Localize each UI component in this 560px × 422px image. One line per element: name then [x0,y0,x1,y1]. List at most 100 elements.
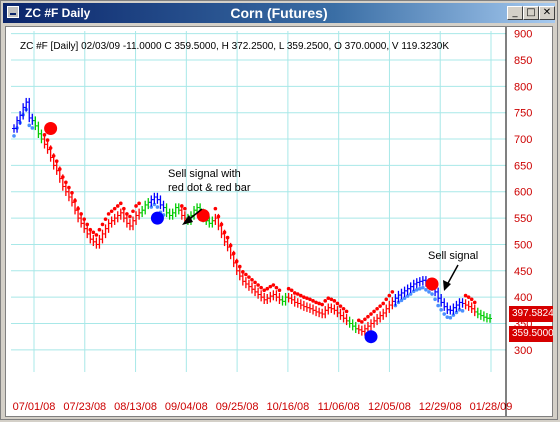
stop-dot [399,298,404,303]
x-tick-label: 10/16/08 [266,401,309,413]
stop-dot [106,212,111,216]
stop-dot [103,217,108,221]
chart-area[interactable]: 300 350 400 450 500 550 600 650 700 750 800 850 900 0… [5,26,553,417]
stop-dot [424,287,428,292]
stop-dot [314,300,318,305]
y-tick-label: 850 [514,55,532,67]
stop-dot [259,285,263,290]
stop-dot [320,302,324,307]
stop-dot [250,277,254,282]
y-tick-label: 300 [514,345,532,357]
stop-dot [42,133,47,137]
quote-info-line: ZC #F [Daily] 02/03/09 -11.0000 C 359.50… [20,41,450,52]
title-bar[interactable]: ZC #F Daily Corn (Futures) _ □ ✕ [3,3,555,23]
stop-dot [418,286,422,291]
stop-dot [299,293,303,298]
stop-dot [387,293,392,298]
stop-dot [466,295,471,299]
annotation-arrowhead-2 [443,280,451,291]
stop-dot [341,306,346,311]
stop-dot [375,306,379,311]
stop-dot [326,296,331,301]
y-tick-label: 700 [514,134,532,146]
stop-dot [439,308,443,312]
stop-dot [45,138,50,142]
stop-dot [152,202,157,207]
stop-dot [91,230,96,235]
stop-dot [448,315,453,320]
annotation-sell-signal: Sell signal [428,250,479,262]
x-tick-label: 07/01/08 [13,401,56,413]
stop-dot [460,309,465,313]
stop-dot [112,206,117,211]
price-tag-lower: 359.5000 [509,326,553,342]
stop-dot [305,296,309,301]
stop-dot [149,205,154,209]
stop-dot [317,301,321,306]
stop-dot [323,299,328,303]
minimize-button[interactable]: _ [507,6,523,20]
stop-dot [286,286,291,291]
stop-dot [109,209,114,214]
stop-dot [244,272,248,277]
x-tick-label: 11/06/08 [318,401,360,413]
close-button[interactable]: ✕ [539,6,555,20]
stop-dot [384,297,389,302]
x-tick-label: 12/29/08 [419,401,462,413]
price-chart[interactable]: 3003504004505005506006507007508008509000… [6,27,552,416]
stop-dot [360,320,364,324]
stop-dot [427,290,431,294]
maximize-button[interactable]: □ [523,6,539,20]
y-tick-label: 750 [514,108,532,120]
buy-signal-dot [364,330,378,344]
stop-dot [393,303,398,308]
stop-dot [274,285,279,290]
stop-dot [433,297,437,302]
stop-dot [451,313,456,317]
x-tick-label: 07/23/08 [63,401,106,413]
stop-dot [311,299,315,303]
stop-dot [213,206,218,211]
stop-dot [411,289,416,294]
stop-dot [402,296,407,301]
stop-dot [12,134,16,138]
stop-dot [442,312,447,316]
stop-dot [308,297,312,302]
window-tab-label: ZC #F Daily [25,6,91,20]
stop-dot [27,123,32,128]
stop-dot [295,292,300,296]
stop-dot [344,309,349,314]
stop-dot [256,283,260,287]
x-tick-label: 12/05/08 [368,401,411,413]
stop-dot [381,301,386,306]
stop-dot [134,204,138,208]
y-tick-label: 500 [514,239,532,251]
y-tick-label: 600 [514,187,532,199]
stop-dot [289,288,294,293]
stop-dot [372,309,376,314]
y-tick-label: 550 [514,213,532,225]
stop-dot [363,317,367,322]
x-tick-label: 08/13/08 [114,401,157,413]
sell-signal-dot [44,122,58,136]
stop-dot [457,308,462,312]
y-tick-label: 900 [514,29,532,41]
stop-dot [247,275,251,279]
stop-dot [369,312,373,316]
stop-dot [268,284,273,289]
annotation-arrowhead-1 [182,215,193,225]
stop-dot [338,304,343,308]
stop-dot [118,201,123,206]
annotation-arrow-2 [446,264,459,286]
stop-dot [155,205,160,209]
stop-dot [469,297,474,302]
stop-dot [405,294,410,298]
stop-dot [335,301,340,306]
stop-dot [271,283,276,287]
annotation-line-1: Sell signal with [168,168,241,180]
stop-dot [94,233,99,237]
y-tick-label: 650 [514,160,532,172]
stop-dot [97,227,102,232]
y-tick-label: 450 [514,266,532,278]
